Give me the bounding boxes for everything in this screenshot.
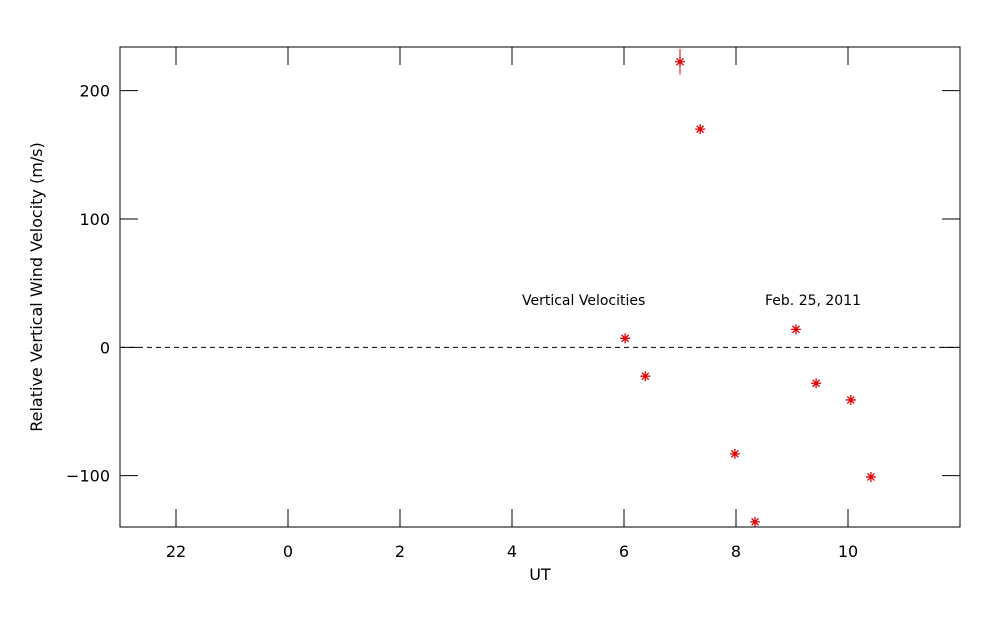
y-tick-label: −100 (66, 467, 110, 486)
x-tick-label: 8 (731, 542, 741, 561)
annotation: Vertical Velocities (522, 293, 645, 309)
point (675, 56, 685, 67)
point (620, 333, 631, 344)
x-tick-label: 10 (838, 542, 858, 561)
annotation: Feb. 25, 2011 (765, 293, 861, 309)
x-tick-label: 2 (395, 542, 405, 561)
y-tick-label: 200 (79, 82, 110, 101)
x-tick-label: 4 (507, 542, 517, 561)
plot-frame (119, 46, 961, 528)
point (729, 448, 740, 459)
x-tick-label: 6 (619, 542, 629, 561)
x-tick-label: 22 (166, 542, 186, 561)
point (640, 371, 651, 382)
point (695, 124, 706, 135)
point (811, 378, 822, 389)
point (790, 324, 801, 335)
point (865, 471, 876, 482)
x-axis-label: UT (529, 565, 551, 584)
x-tick-label: 0 (283, 542, 293, 561)
point (845, 394, 856, 405)
y-axis-label: Relative Vertical Wind Velocity (m/s) (27, 142, 46, 432)
y-tick-label: 0 (100, 338, 110, 357)
y-tick-label: 100 (79, 210, 110, 229)
point (750, 516, 761, 527)
